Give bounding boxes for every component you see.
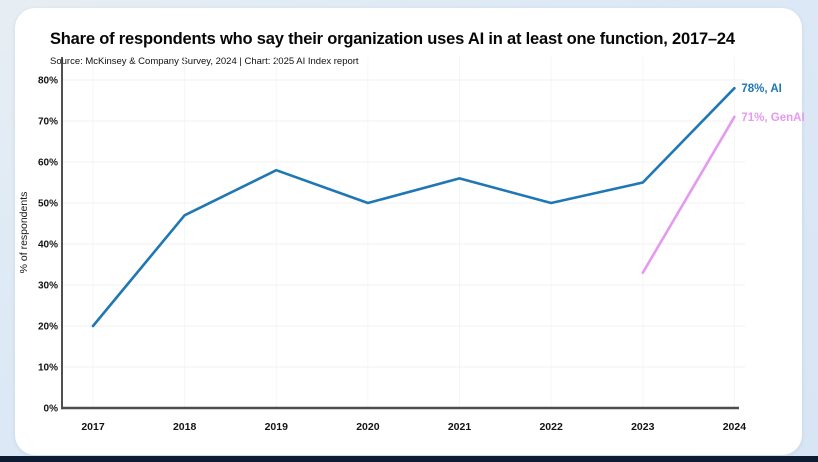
y-tick-label: 30% [38,281,58,292]
chart-source: Source: McKinsey & Company Survey, 2024 … [50,56,359,67]
y-tick-label: 60% [38,158,58,169]
y-tick-label: 70% [38,117,58,128]
genai-line [641,115,736,275]
ai-end-label: 78%, AI [741,83,781,95]
chart-card: Share of respondents who say their organ… [15,8,802,455]
x-tick-label: 2019 [265,421,289,433]
x-tick-label: 2023 [631,421,655,433]
x-tick-label: 2024 [723,421,747,433]
y-tick-label: 10% [38,363,58,374]
x-tick-label: 2021 [448,421,472,433]
x-tick-label: 2018 [173,421,197,433]
genai-end-label: 71%, GenAI [741,112,804,124]
y-tick-label: 50% [38,199,58,210]
y-axis-title: % of respondents [18,192,30,274]
ai-line [91,86,736,328]
chart-title: Share of respondents who say their organ… [50,30,735,48]
y-tick-label: 0% [44,404,59,415]
y-tick-label: 80% [38,76,58,87]
y-tick-label: 20% [38,322,58,333]
x-tick-label: 2022 [539,421,563,433]
bottom-accent-bar [0,456,818,462]
x-tick-label: 2020 [356,421,380,433]
y-tick-label: 40% [38,240,58,251]
x-tick-label: 2017 [81,421,105,433]
